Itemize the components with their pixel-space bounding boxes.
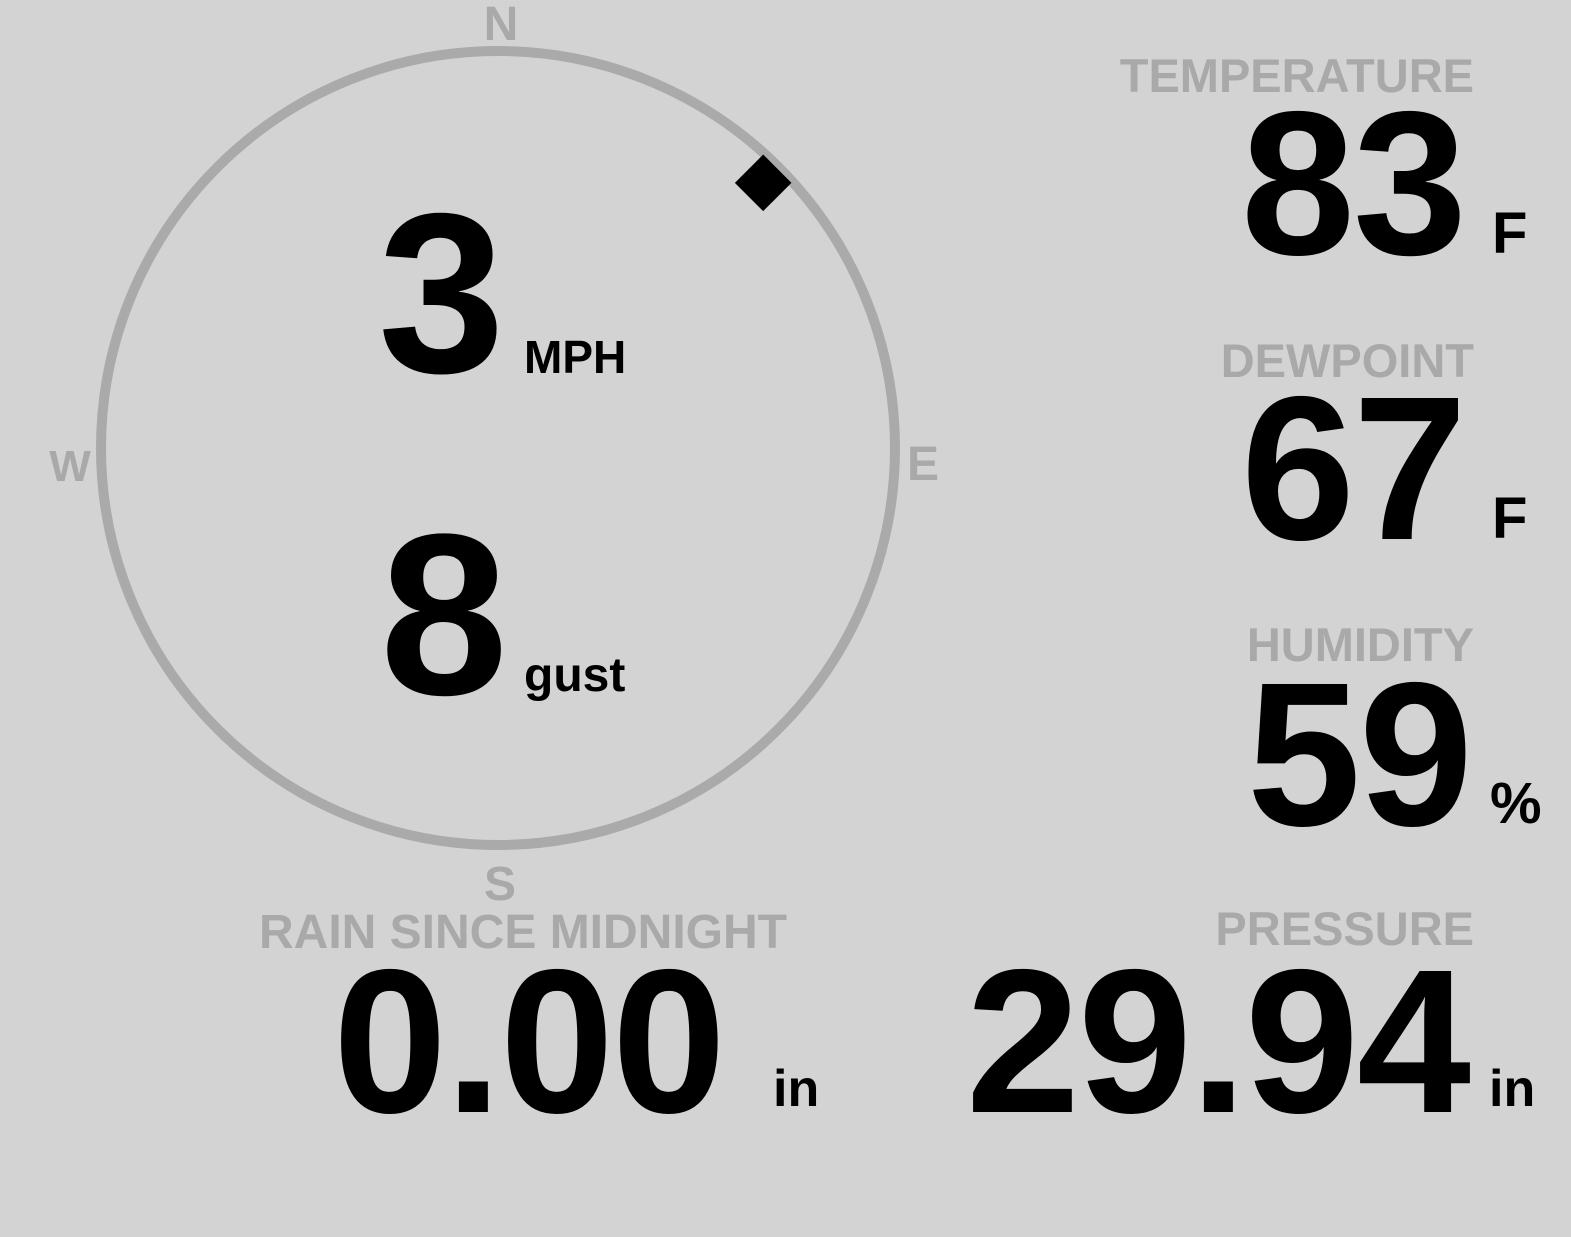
compass-north: N [484, 0, 519, 51]
humidity-unit: % [1490, 771, 1542, 836]
pressure-unit: in [1489, 1060, 1536, 1118]
rain-unit: in [773, 1060, 820, 1118]
dewpoint-label: DEWPOINT [1220, 334, 1474, 387]
wind-speed-unit: MPH [524, 331, 627, 383]
temperature-label: TEMPERATURE [1119, 49, 1474, 102]
pressure-value: 29.94 [965, 927, 1471, 1156]
temperature-value: 83 [1240, 69, 1467, 298]
compass-east: E [907, 438, 939, 491]
compass-west: W [49, 442, 91, 491]
temperature-unit: F [1492, 201, 1528, 266]
wind-gust-value: 8 [380, 486, 508, 743]
humidity-label: HUMIDITY [1246, 618, 1474, 671]
humidity-value: 59 [1246, 640, 1473, 869]
pressure-label: PRESSURE [1215, 902, 1474, 955]
dewpoint-value: 67 [1240, 354, 1467, 583]
dewpoint-unit: F [1492, 486, 1528, 551]
rain-label: RAIN SINCE MIDNIGHT [259, 906, 787, 959]
wind-speed-value: 3 [378, 167, 505, 421]
wind-gust-label: gust [524, 649, 626, 702]
wind-direction-marker [734, 154, 792, 212]
rain-value: 0.00 [333, 927, 726, 1156]
compass-south: S [484, 858, 516, 911]
compass-ring [96, 46, 900, 850]
